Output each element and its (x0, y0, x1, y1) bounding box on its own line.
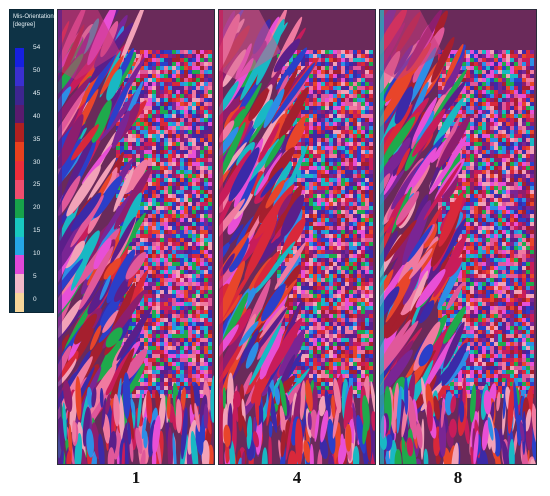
legend-tick-label: 35 (33, 135, 41, 143)
grain-map-texture (380, 10, 536, 464)
legend-color-segment (15, 255, 24, 275)
legend-color-segment (15, 85, 24, 106)
legend-color-segment (15, 274, 24, 294)
legend-color-segment (15, 66, 24, 87)
grain-map-texture (219, 10, 375, 464)
legend-tick-label: 0 (33, 296, 37, 303)
legend-color-segment (15, 198, 24, 219)
legend-color-bar (15, 48, 24, 313)
legend-tick-label: 25 (33, 181, 41, 189)
orientation-map-panel-1 (57, 9, 215, 465)
legend-tick-label: 15 (33, 227, 41, 235)
orientation-map-panel-8 (379, 9, 537, 465)
legend-tick-label: 10 (33, 250, 41, 258)
legend-color-segment (15, 123, 24, 143)
legend-color-segment (15, 293, 24, 313)
legend-tick-label: 50 (33, 66, 41, 74)
legend-title-line1: Mis-Orientation (13, 14, 54, 20)
legend-tick-label: 20 (33, 204, 41, 212)
legend-color-segment (15, 104, 24, 124)
panel-label-8: 8 (453, 468, 463, 487)
legend-tick-label: 45 (33, 89, 41, 97)
legend-color-segment (15, 217, 24, 238)
legend-color-segment (15, 236, 24, 256)
panel-label-4: 4 (292, 468, 302, 487)
orientation-map-panel-4 (218, 9, 376, 465)
panel-label-1: 1 (131, 468, 141, 487)
legend-color-segment (15, 48, 24, 68)
color-legend: Mis-Orientation [degree] 54 50 45 40 35 30 25 2… (9, 9, 54, 313)
legend-title: Mis-Orientation [degree] (13, 14, 55, 29)
legend-tick-label: 40 (33, 112, 41, 120)
legend-tick-label: 30 (33, 158, 41, 166)
legend-color-segment (15, 180, 24, 200)
legend-title-line2: [degree] (13, 21, 36, 28)
legend-color-segment (15, 142, 24, 162)
legend-tick-label: 54 (33, 44, 41, 51)
grain-map-texture (58, 10, 214, 464)
legend-tick-label: 5 (33, 273, 37, 281)
legend-color-segment (15, 161, 24, 181)
